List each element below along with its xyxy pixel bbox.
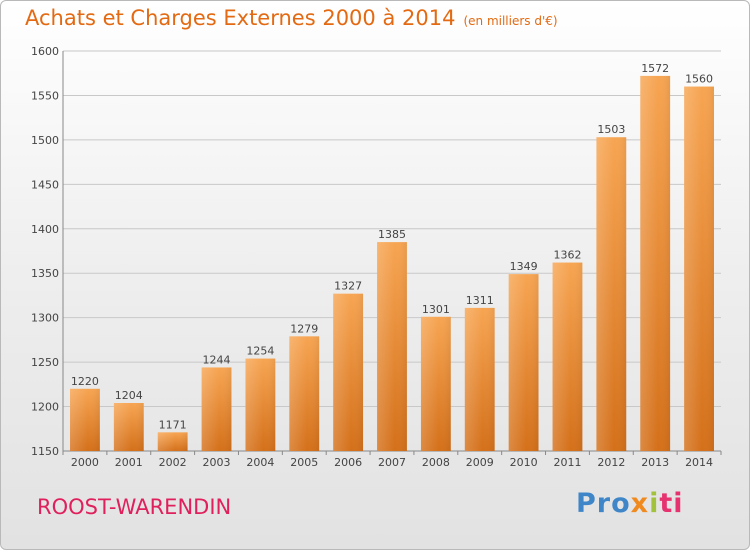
x-tick-label: 2004: [246, 456, 274, 469]
bar-shade: [70, 388, 100, 451]
x-tick-label: 2007: [378, 456, 406, 469]
x-tick-label: 2000: [71, 456, 99, 469]
y-tick-label: 1150: [31, 445, 59, 458]
bar-value-label: 1503: [597, 123, 625, 136]
bars: [70, 75, 714, 452]
bar-value-label: 1220: [71, 375, 99, 388]
bar-value-label: 1204: [115, 389, 143, 402]
x-tick-label: 2008: [422, 456, 450, 469]
proxiti-logo: Proxiti: [576, 488, 684, 519]
y-tick-label: 1550: [31, 89, 59, 102]
bar-shade: [245, 358, 276, 451]
logo-part-2: x: [630, 488, 650, 519]
x-tick-label: 2014: [685, 456, 713, 469]
x-tick-label: 2012: [597, 456, 625, 469]
bar-shade: [333, 293, 364, 451]
logo-part-1: Pro: [576, 488, 631, 519]
bar-shade: [157, 432, 188, 451]
x-tick-label: 2002: [159, 456, 187, 469]
labels: 1150 1200 1250 1300 1350 1400 1450 1500 1550 1600…: [31, 45, 713, 469]
bar-value-label: 1572: [641, 62, 669, 75]
chart-title-text: Achats et Charges Externes 2000 à 2014: [25, 6, 456, 30]
bar-shade: [640, 75, 671, 451]
bar-value-label: 1301: [422, 303, 450, 316]
y-tick-label: 1600: [31, 45, 59, 58]
x-tick-label: 2005: [290, 456, 318, 469]
city-name: ROOST-WARENDIN: [37, 495, 232, 519]
chart-title: Achats et Charges Externes 2000 à 2014 (e…: [25, 6, 558, 30]
bar-value-label: 1560: [685, 73, 713, 86]
bar-value-label: 1254: [246, 345, 274, 358]
y-tick-label: 1350: [31, 267, 59, 280]
bar-shade: [684, 86, 714, 452]
bar-shade: [113, 403, 144, 451]
x-tick-label: 2013: [641, 456, 669, 469]
y-tick-label: 1200: [31, 401, 59, 414]
bar-shade: [552, 262, 583, 451]
y-tick-label: 1400: [31, 223, 59, 236]
y-tick-label: 1450: [31, 178, 59, 191]
bar-shade: [464, 307, 495, 451]
bar-shade: [596, 137, 627, 451]
bar-value-label: 1171: [159, 418, 187, 431]
y-tick-label: 1300: [31, 312, 59, 325]
bar-shade: [420, 316, 451, 451]
logo-part-4: ti: [659, 488, 684, 519]
chart-subtitle: (en milliers d'€): [463, 14, 558, 28]
bar-shade: [289, 336, 320, 451]
y-tick-label: 1500: [31, 134, 59, 147]
y-tick-label: 1250: [31, 356, 59, 369]
bar-value-label: 1327: [334, 280, 362, 293]
bar-value-label: 1362: [553, 249, 581, 262]
x-tick-label: 2001: [115, 456, 143, 469]
x-tick-label: 2011: [553, 456, 581, 469]
bar-value-label: 1311: [466, 294, 494, 307]
bar-value-label: 1349: [510, 260, 538, 273]
x-tick-label: 2010: [510, 456, 538, 469]
x-tick-label: 2003: [203, 456, 231, 469]
logo-part-3: i: [649, 488, 660, 519]
x-tick-label: 2009: [466, 456, 494, 469]
bar-value-label: 1279: [290, 322, 318, 335]
bar-shade: [377, 242, 407, 451]
x-tick-label: 2006: [334, 456, 362, 469]
bar-value-label: 1385: [378, 228, 406, 241]
bar-shade: [201, 367, 232, 451]
bar-value-label: 1244: [203, 353, 231, 366]
bar-shade: [508, 274, 539, 451]
